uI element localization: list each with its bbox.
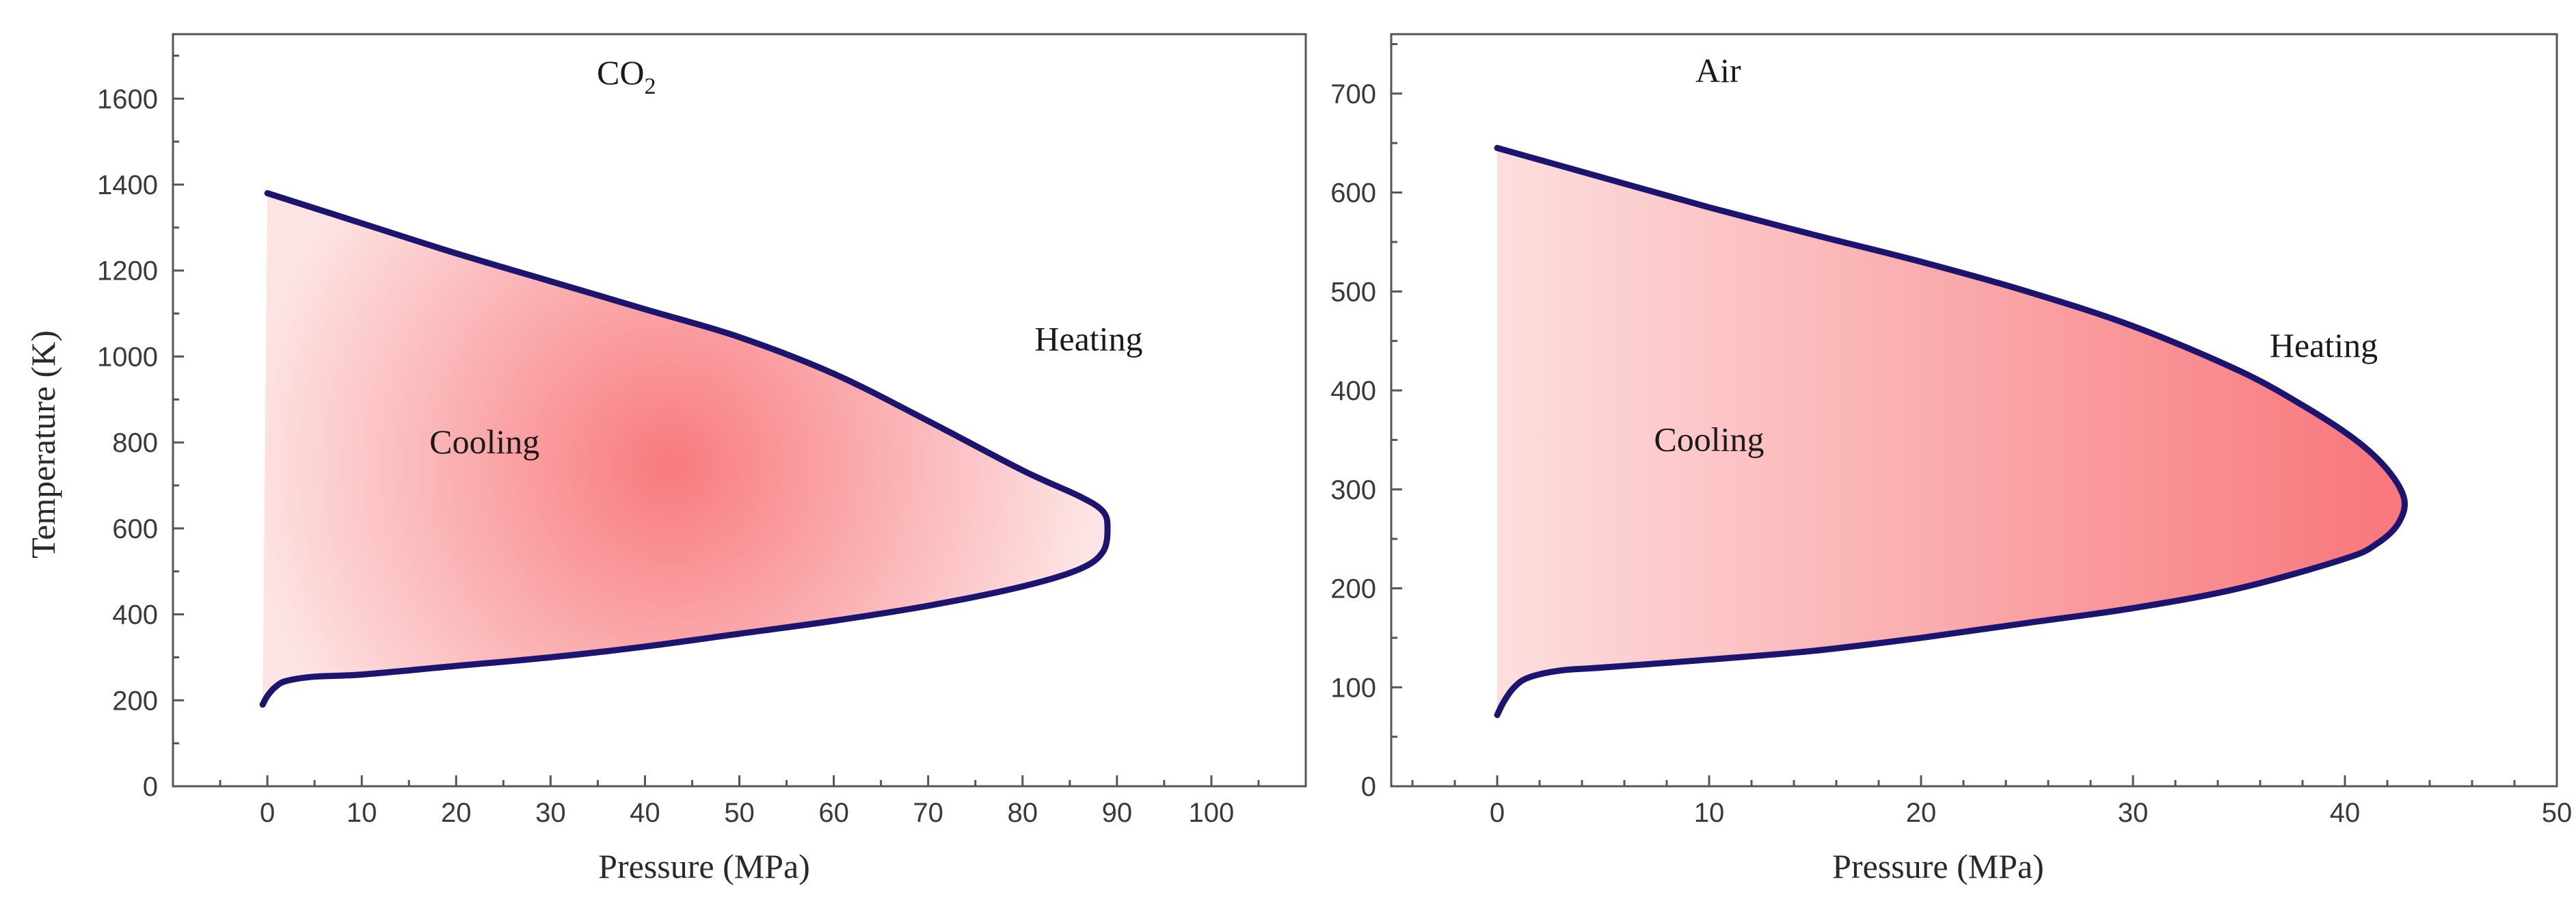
co2-heating-label: Heating <box>1034 319 1142 358</box>
x-tick-label: 80 <box>1008 798 1038 828</box>
y-tick-label: 100 <box>1330 673 1376 703</box>
co2-cooling-label: Cooling <box>429 423 539 461</box>
x-tick-label: 0 <box>1490 798 1505 828</box>
co2-boundary-curve <box>259 190 1111 708</box>
y-tick-label: 200 <box>112 686 158 716</box>
x-tick-label: 0 <box>260 798 275 828</box>
x-tick-label: 10 <box>347 798 377 828</box>
x-tick-label: 40 <box>630 798 660 828</box>
x-tick-label: 20 <box>1906 798 1937 828</box>
y-tick-label: 1200 <box>97 256 158 286</box>
x-tick-label: 90 <box>1102 798 1133 828</box>
co2-region-fill <box>263 193 1108 705</box>
y-tick-label: 200 <box>1330 574 1376 604</box>
x-tick-label: 30 <box>2118 798 2149 828</box>
y-tick-label: 0 <box>143 772 158 802</box>
air-region-fill <box>1497 148 2405 715</box>
y-tick-label: 1000 <box>97 342 158 372</box>
air-plot-frame <box>1390 33 2558 788</box>
air-x-axis: 0 10 20 30 40 50 <box>1411 775 2573 828</box>
y-tick-label: 400 <box>1330 376 1376 406</box>
chart-air: 0 10 20 30 40 50 0 100 200 300 400 500 600 700 Air C… <box>1330 33 2573 885</box>
co2-y-axis-label: Temperature (K) <box>24 330 62 559</box>
y-tick-label: 300 <box>1330 475 1376 505</box>
x-tick-label: 60 <box>818 798 849 828</box>
co2-chart-title: CO2 <box>597 53 656 99</box>
chart-co2: 0 10 20 30 40 50 60 70 80 90 100 0 200 400 600 800 1000… <box>24 33 1307 885</box>
y-tick-label: 400 <box>112 600 158 630</box>
y-tick-label: 500 <box>1330 277 1376 307</box>
y-tick-label: 700 <box>1330 79 1376 109</box>
x-tick-label: 100 <box>1189 798 1235 828</box>
air-cooling-label: Cooling <box>1654 420 1764 458</box>
air-y-axis: 0 100 200 300 400 500 600 700 <box>1330 42 1402 802</box>
x-tick-label: 30 <box>535 798 566 828</box>
x-tick-label: 50 <box>2542 798 2573 828</box>
y-tick-label: 800 <box>112 428 158 458</box>
co2-x-axis: 0 10 20 30 40 50 60 70 80 90 100 <box>172 775 1307 828</box>
air-boundary-curve <box>1494 144 2408 719</box>
air-heating-label: Heating <box>2270 326 2378 364</box>
y-tick-label: 600 <box>1330 178 1376 209</box>
y-tick-label: 1600 <box>97 84 158 114</box>
x-tick-label: 70 <box>913 798 943 828</box>
x-tick-label: 50 <box>724 798 755 828</box>
co2-x-axis-label: Pressure (MPa) <box>598 847 810 885</box>
y-tick-label: 1400 <box>97 170 158 200</box>
x-tick-label: 10 <box>1694 798 1725 828</box>
y-tick-label: 600 <box>112 514 158 544</box>
y-tick-label: 0 <box>1361 772 1376 802</box>
x-tick-label: 20 <box>441 798 472 828</box>
x-tick-label: 40 <box>2330 798 2361 828</box>
air-x-axis-label: Pressure (MPa) <box>1832 847 2044 885</box>
co2-y-axis: 0 200 400 600 800 1000 1200 1400 1600 <box>97 54 184 802</box>
air-chart-title: Air <box>1695 51 1741 90</box>
